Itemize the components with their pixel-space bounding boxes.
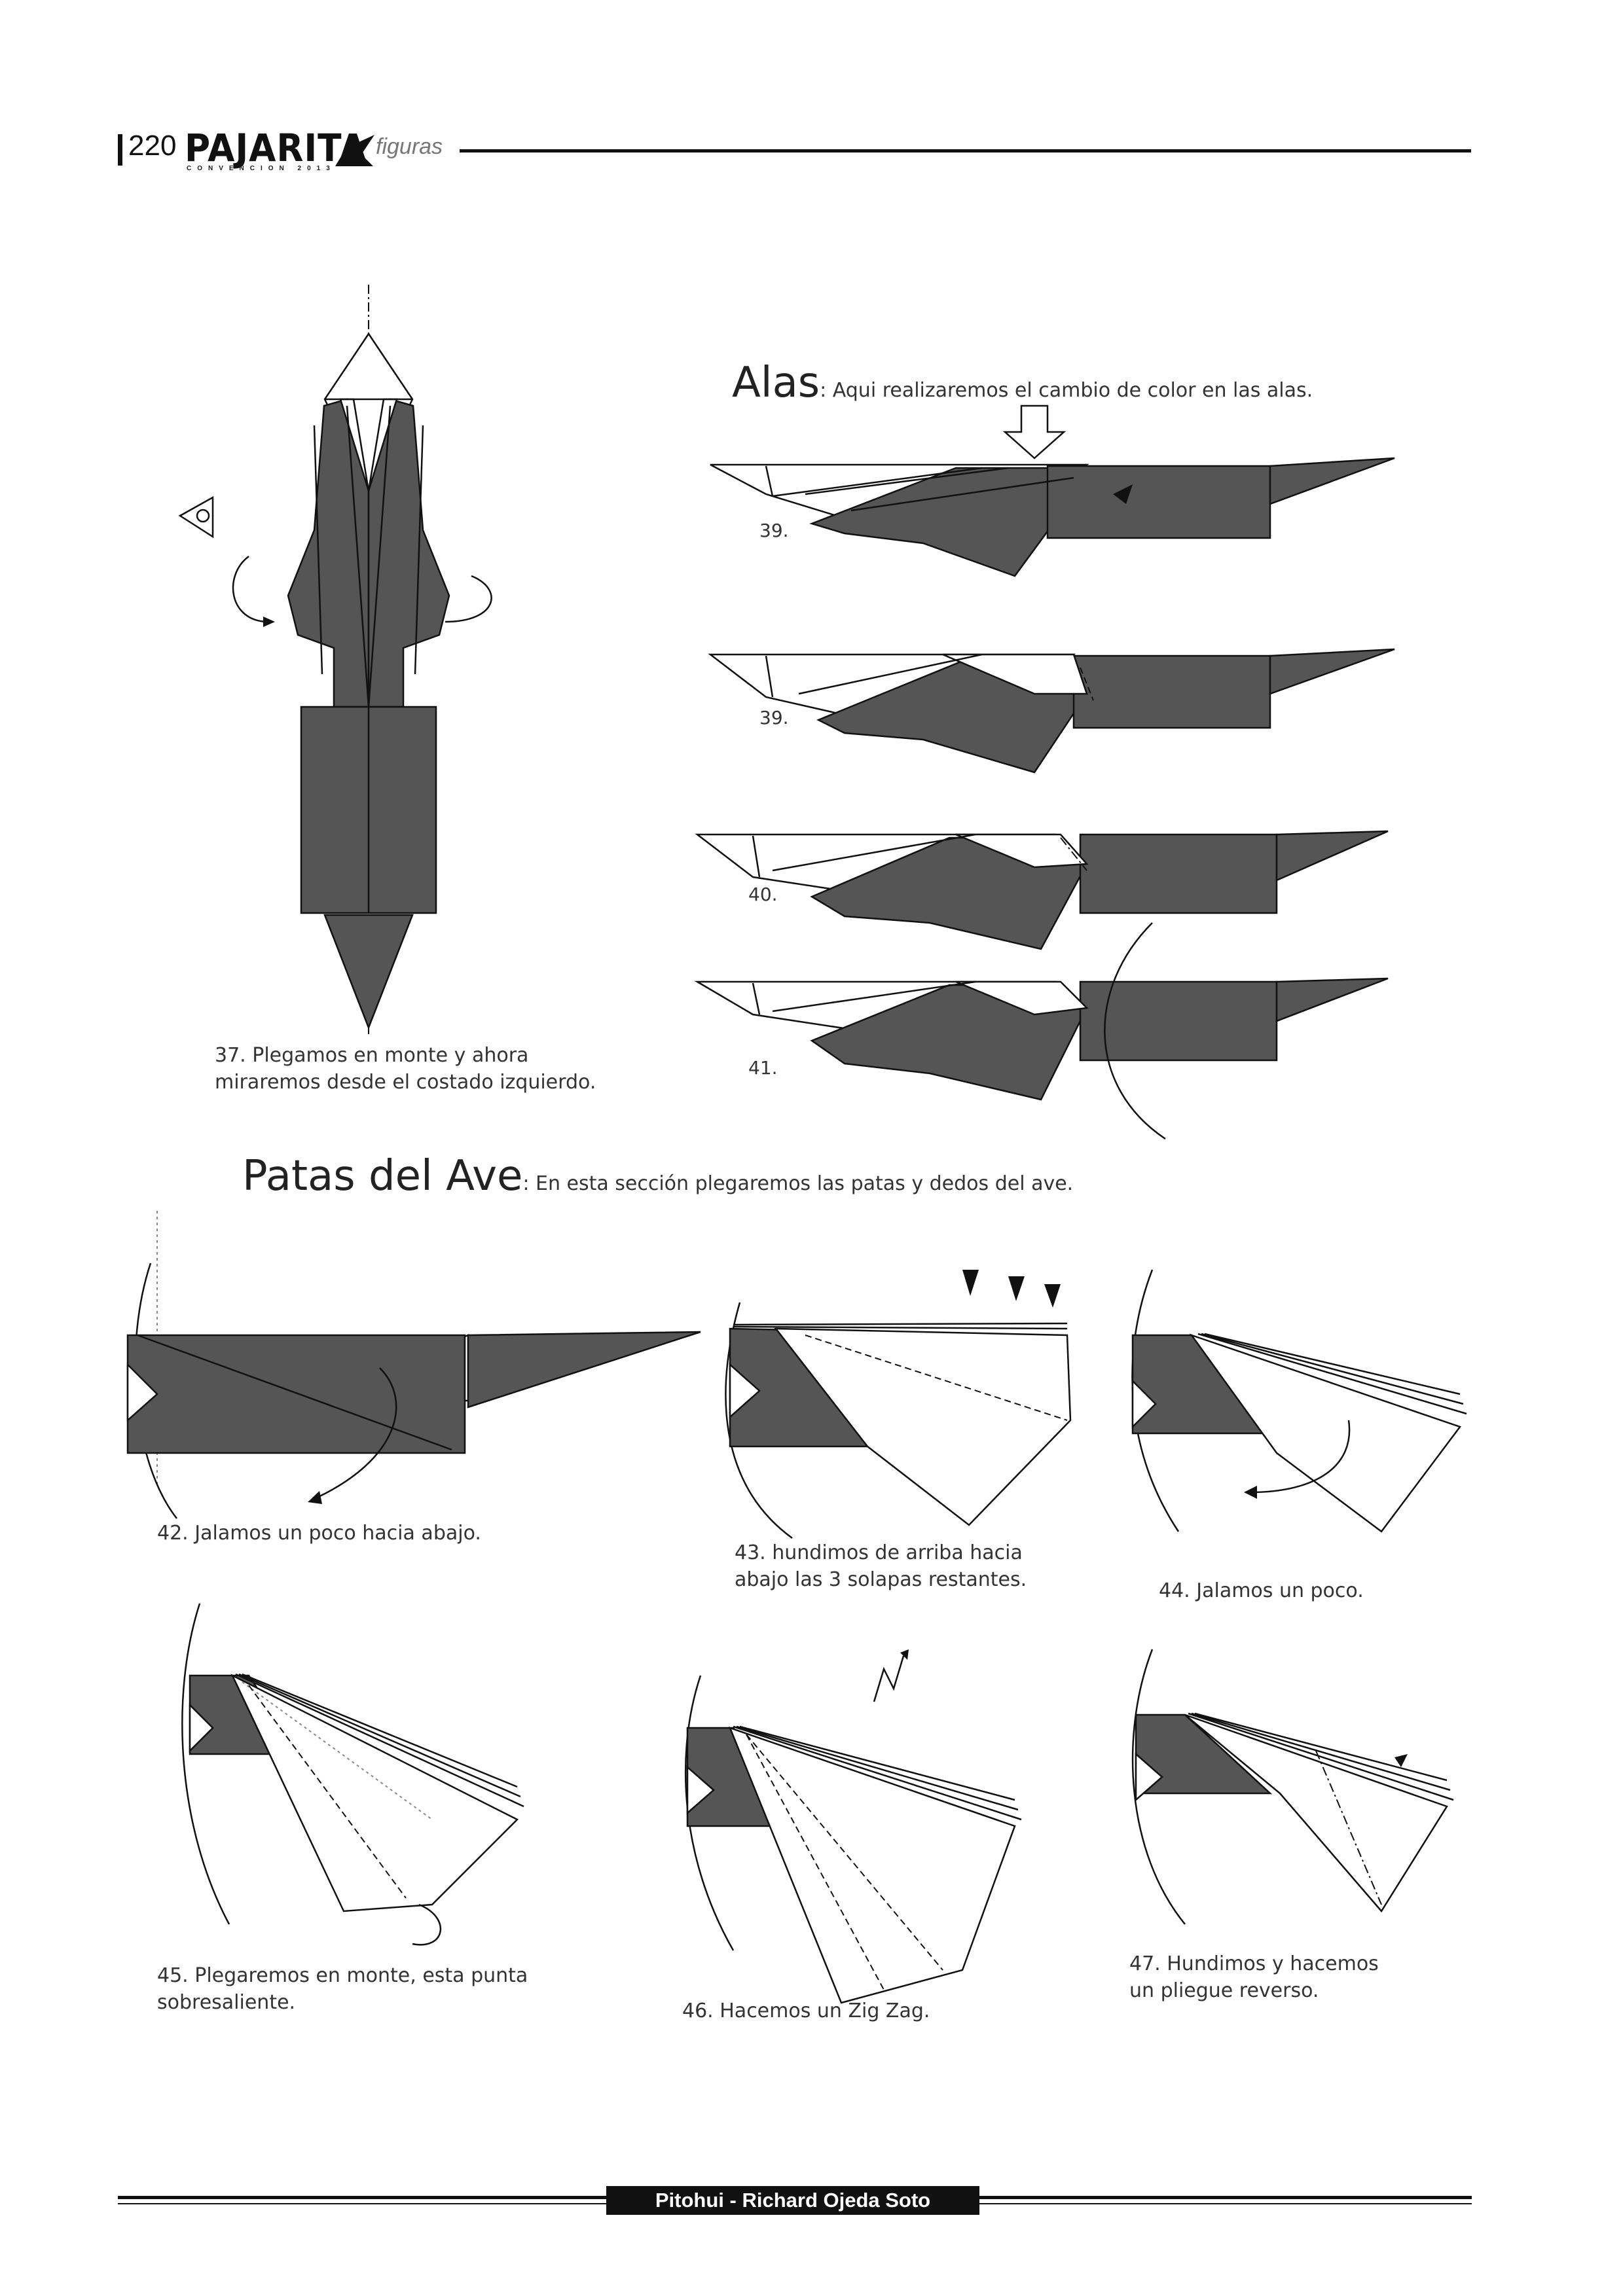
section-desc-alas: : Aqui realizaremos el cambio de color e…	[820, 379, 1313, 402]
diagram-step-39a	[710, 404, 1395, 577]
diagram-step-45	[181, 1603, 524, 1946]
step-number-41: 41.	[748, 1057, 778, 1079]
diagram-step-43	[725, 1270, 1072, 1539]
eye-view-icon	[178, 495, 214, 539]
page-number: 220	[128, 130, 177, 162]
header-marker	[118, 134, 122, 166]
section-desc-patas: : En esta sección plegaremos las patas y…	[522, 1172, 1074, 1195]
push-arrow-icon	[1002, 404, 1067, 459]
step-number-40: 40.	[748, 884, 778, 905]
caption-step-37-line1: 37. Plegamos en monte y ahora	[215, 1044, 529, 1067]
caption-step-47-line1: 47. Hundimos y hacemos	[1129, 1952, 1379, 1975]
caption-step-47-line2: un pliegue reverso.	[1129, 1979, 1319, 2002]
diagram-step-37	[178, 285, 492, 1034]
caption-step-45-line1: 45. Plegaremos en monte, esta punta	[157, 1964, 528, 1987]
header-rule	[460, 149, 1471, 152]
brand-logo: PAJARITA	[185, 126, 367, 170]
diagram-step-40	[695, 830, 1389, 950]
diagram-step-47	[1131, 1649, 1454, 1925]
caption-step-44: 44. Jalamos un poco.	[1159, 1579, 1364, 1602]
step-number-39b: 39.	[759, 707, 789, 728]
section-label: figuras	[376, 134, 443, 159]
caption-step-42: 42. Jalamos un poco hacia abajo.	[157, 1522, 481, 1545]
section-title-alas: Alas	[732, 359, 820, 407]
caption-step-46: 46. Hacemos un Zig Zag.	[682, 2000, 930, 2022]
brand-subtitle: CONVENCION 2013	[187, 165, 336, 172]
diagram-step-46	[684, 1649, 1022, 2004]
caption-step-43-line1: 43. hundimos de arriba hacia	[735, 1541, 1023, 1564]
section-title-patas: Patas del Ave	[242, 1152, 523, 1200]
diagram-step-44	[1131, 1269, 1467, 1533]
crane-logo-icon	[335, 134, 374, 166]
footer-credit: Pitohui - Richard Ojeda Soto	[606, 2186, 979, 2215]
diagram-step-39b	[708, 648, 1395, 774]
diagram-step-41	[694, 922, 1389, 1140]
step-number-39a: 39.	[759, 520, 789, 541]
caption-step-45-line2: sobresaliente.	[157, 1991, 296, 2014]
diagram-step-42	[126, 1211, 701, 1519]
caption-step-37-line2: miraremos desde el costado izquierdo.	[215, 1071, 596, 1094]
caption-step-43-line2: abajo las 3 solapas restantes.	[735, 1568, 1027, 1591]
